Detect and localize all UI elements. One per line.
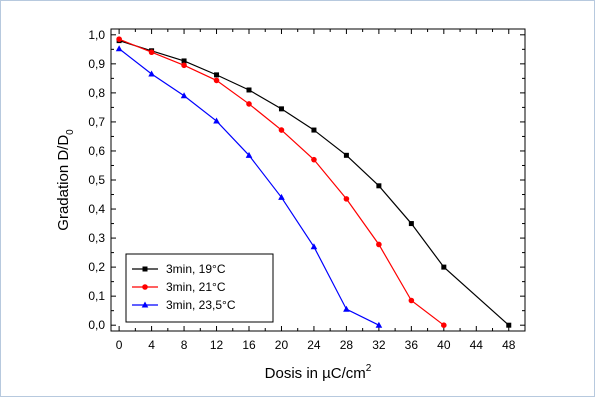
series-3 — [115, 45, 383, 328]
y-axis-title-text: Gradation D/D — [55, 135, 72, 231]
data-point — [376, 241, 382, 248]
y-tick-label: 0,5 — [88, 173, 105, 187]
y-tick-label: 0,8 — [88, 86, 105, 100]
x-ticks: 0 4 8 12 16 20 24 28 32 36 40 44 48 — [116, 29, 516, 352]
data-point — [343, 196, 350, 202]
x-axis-title: Dosis in µC/cm2 — [265, 363, 372, 382]
data-point — [343, 152, 349, 158]
x-tick-label: 20 — [275, 338, 289, 352]
y-axis-title-sub: 0 — [65, 129, 76, 135]
y-axis-title: Gradation D/D0 — [55, 129, 76, 231]
x-tick-label: 0 — [116, 338, 123, 352]
data-point — [278, 127, 285, 133]
y-tick-label: 0,3 — [88, 231, 105, 245]
data-point — [214, 72, 220, 78]
data-point — [181, 62, 187, 69]
y-tick-label: 0,6 — [88, 144, 105, 158]
y-tick-label: 0,7 — [88, 115, 105, 129]
legend-marker — [142, 266, 148, 272]
y-tick-label: 0,1 — [88, 289, 105, 303]
legend-label: 3min, 23,5°C — [166, 298, 236, 312]
data-point — [181, 58, 187, 64]
data-point — [148, 49, 155, 56]
legend-marker — [142, 284, 148, 290]
data-point — [343, 305, 350, 312]
data-point — [116, 36, 122, 42]
x-tick-label: 44 — [470, 338, 484, 352]
x-tick-label: 48 — [502, 338, 516, 352]
data-point — [441, 322, 447, 328]
data-point — [311, 156, 317, 163]
data-point — [278, 193, 285, 200]
data-point — [148, 70, 155, 77]
x-tick-label: 36 — [405, 338, 419, 352]
data-point — [213, 117, 220, 124]
y-tick-label: 0,2 — [88, 260, 105, 274]
x-tick-label: 32 — [372, 338, 386, 352]
x-tick-label: 4 — [148, 338, 155, 352]
series-group — [115, 36, 512, 328]
legend-box — [125, 253, 274, 323]
legend-item: 3min, 21°C — [132, 280, 226, 294]
y-ticks: 0,0 0,1 0,2 0,3 0,4 0,5 0,6 0,7 0,8 0,9 1,0 — [88, 28, 525, 332]
data-point — [213, 77, 220, 84]
data-point — [376, 183, 382, 189]
x-tick-label: 28 — [340, 338, 354, 352]
legend-label: 3min, 19°C — [166, 262, 226, 276]
data-point — [506, 322, 512, 328]
data-point — [408, 221, 414, 227]
x-tick-label: 16 — [242, 338, 256, 352]
x-tick-label: 24 — [307, 338, 321, 352]
legend-marker — [141, 301, 149, 308]
series-line — [118, 40, 510, 326]
x-tick-label: 40 — [437, 338, 451, 352]
data-point — [180, 92, 188, 99]
data-point — [115, 45, 123, 52]
y-tick-label: 0,0 — [88, 318, 105, 332]
data-point — [311, 127, 317, 133]
legend-label: 3min, 21°C — [166, 280, 226, 294]
x-axis-title-sup: 2 — [366, 363, 372, 374]
y-tick-label: 0,9 — [88, 57, 105, 71]
data-point — [246, 87, 252, 93]
data-point — [375, 321, 383, 328]
x-tick-label: 8 — [181, 338, 188, 352]
series-2 — [116, 36, 447, 328]
legend-item: 3min, 23,5°C — [132, 298, 236, 312]
legend-item: 3min, 19°C — [132, 262, 226, 276]
data-point — [441, 264, 447, 270]
x-tick-label: 12 — [210, 338, 224, 352]
data-point — [278, 106, 284, 112]
data-point — [408, 297, 415, 304]
x-axis-title-text: Dosis in µC/cm — [265, 365, 366, 382]
y-tick-label: 1,0 — [88, 28, 105, 42]
y-tick-label: 0,4 — [88, 202, 105, 216]
data-point — [245, 151, 253, 158]
legend: 3min, 19°C 3min, 21°C 3min, 23,5°C — [125, 253, 274, 323]
data-point — [246, 101, 252, 107]
data-point — [310, 243, 318, 250]
